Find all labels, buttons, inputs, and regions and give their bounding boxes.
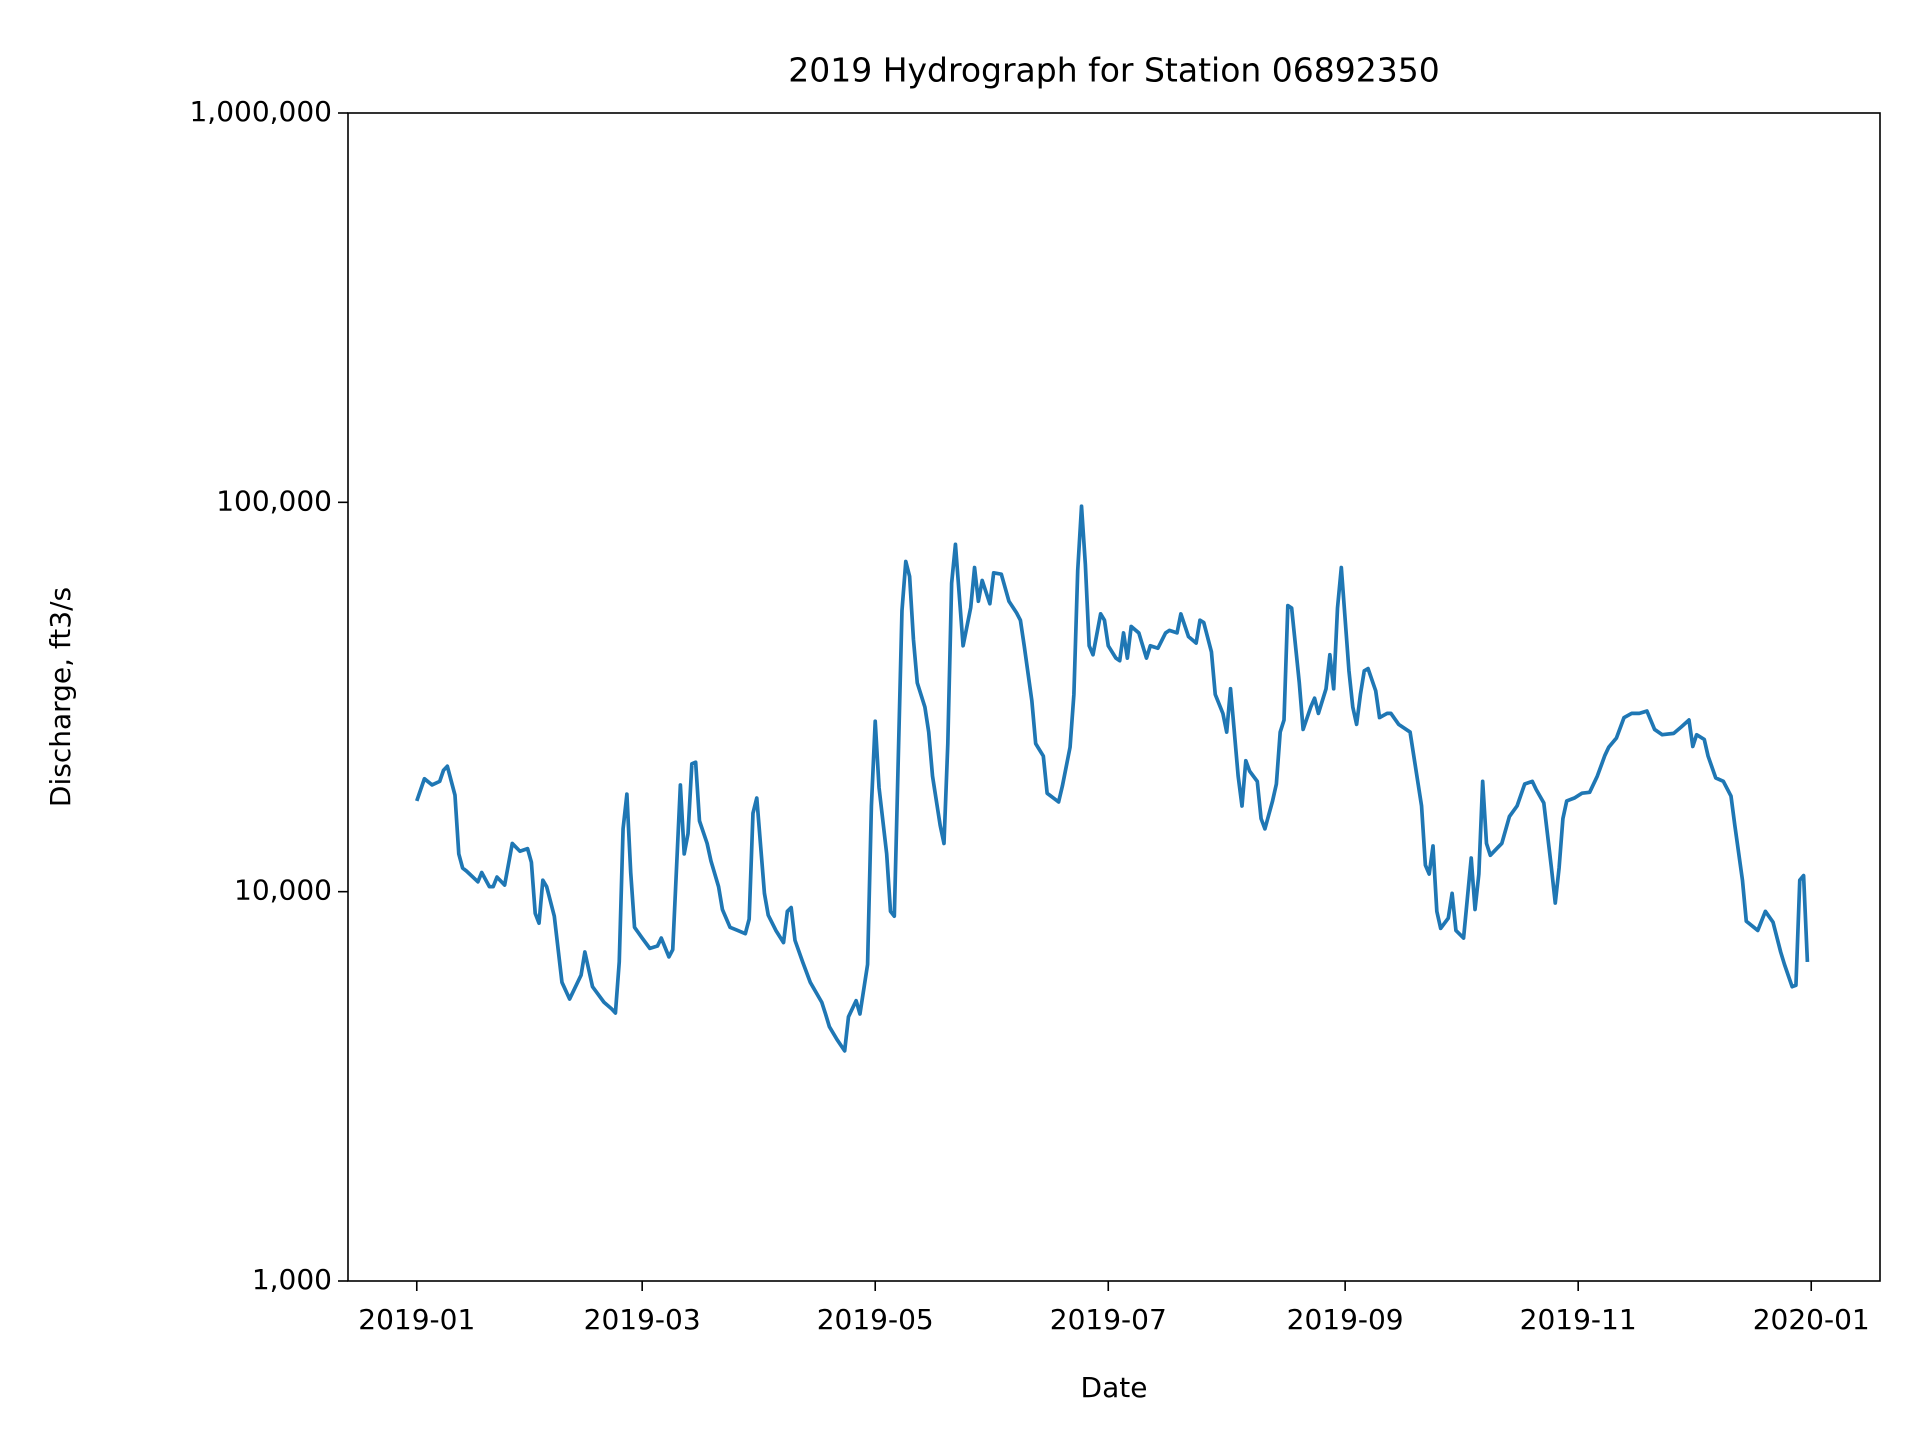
y-tick-label: 1,000,000 — [189, 95, 332, 128]
y-tick-label: 1,000 — [252, 1263, 332, 1296]
x-tick-label: 2019-07 — [1050, 1303, 1167, 1336]
x-tick-label: 2019-03 — [584, 1303, 701, 1336]
plot-frame — [347, 112, 1881, 1282]
x-tick-label: 2020-01 — [1753, 1303, 1870, 1336]
x-tick-label: 2019-09 — [1287, 1303, 1404, 1336]
x-tick-label: 2019-01 — [358, 1303, 475, 1336]
x-tick-label: 2019-05 — [817, 1303, 934, 1336]
data-line — [415, 504, 1810, 1053]
chart-title: 2019 Hydrograph for Station 06892350 — [788, 51, 1440, 90]
y-tick-label: 100,000 — [216, 484, 332, 517]
y-axis-label: Discharge, ft3/s — [44, 587, 77, 807]
y-tick-label: 10,000 — [234, 874, 332, 907]
x-tick-label: 2019-11 — [1520, 1303, 1637, 1336]
x-axis-label: Date — [1081, 1371, 1148, 1404]
